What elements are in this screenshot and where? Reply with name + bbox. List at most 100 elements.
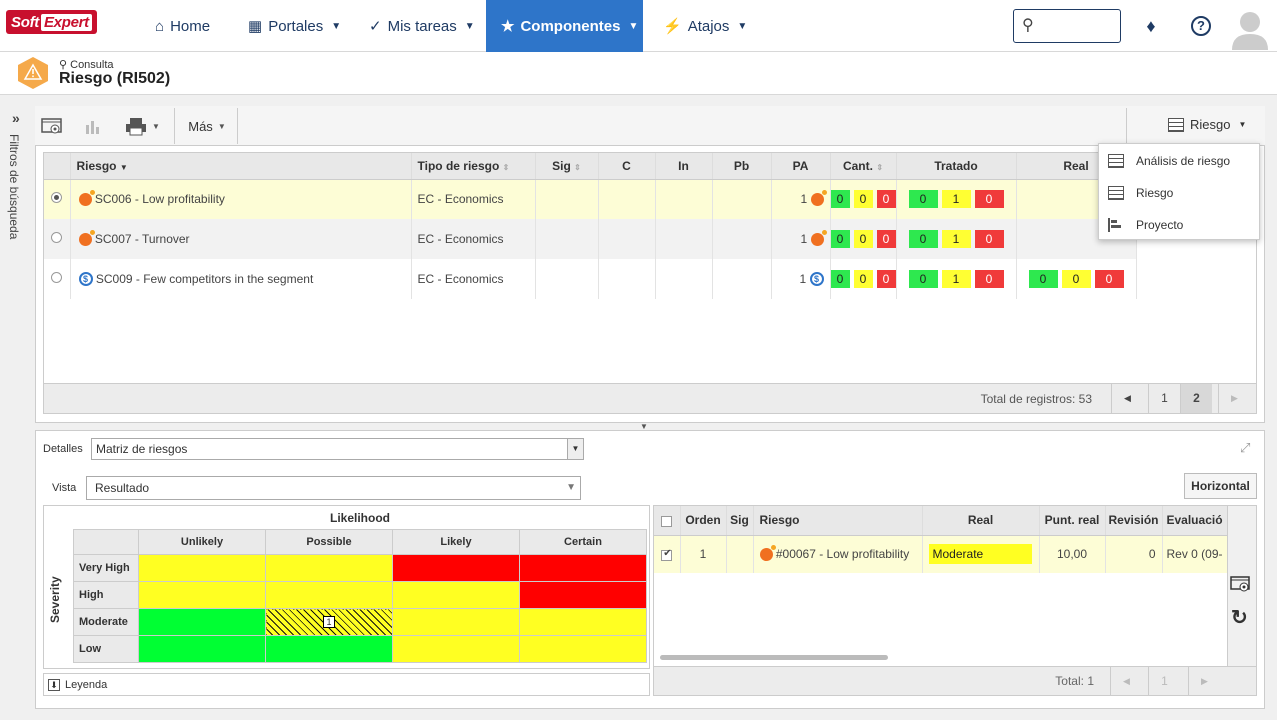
risk-type: EC - Economics xyxy=(411,219,536,259)
print-button[interactable]: ▼ xyxy=(122,108,162,144)
col-tratado[interactable]: Tratado xyxy=(896,153,1017,180)
col-pa[interactable]: PA xyxy=(771,153,831,180)
matrix-cell[interactable] xyxy=(392,581,520,609)
col-cant[interactable]: Cant. ⇕ xyxy=(830,153,897,180)
col-riesgo[interactable]: Riesgo xyxy=(753,506,923,536)
vista-select[interactable]: Resultado ▼ xyxy=(86,476,581,500)
real-high: 0 xyxy=(974,270,1004,288)
legend-bar[interactable]: ⬇ Leyenda xyxy=(43,673,650,696)
col-evaluacion[interactable]: Evaluació xyxy=(1162,506,1228,536)
bell-icon[interactable]: ♦ xyxy=(1146,16,1156,36)
matrix-cell[interactable] xyxy=(519,608,647,636)
col-punt-real[interactable]: Punt. real xyxy=(1039,506,1106,536)
row-checkbox[interactable]: ✔ xyxy=(661,548,673,561)
expand-filter-icon[interactable]: » xyxy=(12,110,20,126)
menu-item-analisis-riesgo[interactable]: Análisis de riesgo xyxy=(1108,149,1230,173)
extra-low: 0 xyxy=(1028,270,1058,288)
cant-value: 1 xyxy=(799,271,807,286)
real-mid: 1 xyxy=(941,190,971,209)
table-row[interactable]: SC006 - Low profitability EC - Economics… xyxy=(44,179,1256,219)
search-icon: ⚲ xyxy=(59,59,68,71)
matrix-cell[interactable] xyxy=(392,554,520,582)
nav-portales[interactable]: ▦ Portales ▼ xyxy=(233,0,356,52)
table-row[interactable]: $ SC009 - Few competitors in the segment… xyxy=(44,259,1256,299)
matrix-cell[interactable] xyxy=(138,581,266,609)
col-orden[interactable]: Orden xyxy=(680,506,727,536)
matrix-cell[interactable] xyxy=(138,635,266,663)
col-possible: Possible xyxy=(265,529,393,555)
help-icon[interactable]: ? xyxy=(1191,16,1211,36)
menu-item-proyecto[interactable]: Proyecto xyxy=(1108,213,1183,237)
row-radio[interactable] xyxy=(51,232,63,243)
page-2-button[interactable]: 2 xyxy=(1180,384,1212,413)
menu-item-riesgo[interactable]: Riesgo xyxy=(1108,181,1173,205)
nav-portales-label: Portales xyxy=(268,17,324,35)
nav-componentes-label: Componentes xyxy=(520,17,621,35)
view-selector-tab[interactable] xyxy=(1126,108,1260,144)
matrix-cell[interactable] xyxy=(392,608,520,636)
horizontal-scrollbar[interactable] xyxy=(660,655,888,660)
real-low: 0 xyxy=(908,270,938,288)
view-record-button[interactable] xyxy=(1230,575,1252,596)
matrix-cell[interactable] xyxy=(519,554,647,582)
row-radio[interactable] xyxy=(51,272,63,283)
col-in[interactable]: In xyxy=(655,153,713,180)
search-input[interactable]: ⚲ xyxy=(1013,9,1121,43)
matrix-cell[interactable] xyxy=(392,635,520,663)
nav-atajos[interactable]: ⚡ Atajos ▼ xyxy=(648,0,762,52)
extra-mid: 0 xyxy=(1061,270,1091,288)
table-row[interactable]: ✔ 1 #00067 - Low profitability Moderate … xyxy=(654,535,1228,573)
prev-page-button[interactable]: ◀ xyxy=(1110,667,1142,695)
mas-button[interactable]: Más ▼ xyxy=(182,108,232,144)
tratado-high: 0 xyxy=(876,230,896,248)
matrix-cell-selected[interactable]: 1 xyxy=(265,608,393,636)
page-1-button[interactable]: 1 xyxy=(1148,384,1180,413)
row-radio[interactable] xyxy=(51,192,63,204)
matrix-cell[interactable] xyxy=(519,635,647,663)
splitter-handle[interactable]: ▼ xyxy=(640,422,648,431)
col-c[interactable]: C xyxy=(598,153,656,180)
risk-name: SC007 - Turnover xyxy=(94,231,190,246)
details-select[interactable]: Matriz de riesgos ▼ xyxy=(91,438,584,460)
breadcrumb[interactable]: ⚲ Consulta xyxy=(59,58,114,71)
matrix-cell[interactable] xyxy=(519,581,647,609)
col-pb[interactable]: Pb xyxy=(712,153,772,180)
view-record-button[interactable] xyxy=(38,108,66,144)
matrix-cell[interactable] xyxy=(265,635,393,663)
caret-down-icon: ▼ xyxy=(331,20,342,32)
nav-home[interactable]: ⌂ Home xyxy=(140,0,225,52)
matrix-count: 1 xyxy=(323,616,335,628)
nav-mis-tareas[interactable]: ✓ Mis tareas ▼ xyxy=(354,0,490,52)
next-page-button[interactable]: ▶ xyxy=(1188,667,1220,695)
matrix-cell[interactable] xyxy=(138,554,266,582)
col-riesgo[interactable]: Riesgo ▼ xyxy=(70,153,412,180)
col-tipo-riesgo[interactable]: Tipo de riesgo ⇕ xyxy=(411,153,536,180)
table-icon xyxy=(1168,117,1184,132)
col-sig[interactable]: Sig ⇕ xyxy=(535,153,599,180)
prev-page-button[interactable]: ◀ xyxy=(1111,384,1143,413)
search-filters-toggle[interactable]: Filtros de búsqueda xyxy=(7,134,21,240)
matrix-cell[interactable] xyxy=(138,608,266,636)
col-sig[interactable]: Sig xyxy=(726,506,754,536)
user-avatar[interactable] xyxy=(1230,8,1270,50)
matrix-cell[interactable] xyxy=(265,554,393,582)
col-real[interactable]: Real xyxy=(922,506,1040,536)
expand-icon[interactable]: ⤢ xyxy=(1240,440,1251,455)
select-all-checkbox[interactable] xyxy=(661,515,673,527)
softexpert-logo[interactable]: Soft Expert xyxy=(6,10,97,34)
next-page-button[interactable]: ▶ xyxy=(1218,384,1250,413)
col-revision[interactable]: Revisión xyxy=(1105,506,1163,536)
header-checkbox[interactable] xyxy=(654,506,681,536)
matrix-cell[interactable] xyxy=(265,581,393,609)
nav-componentes[interactable]: ★ Componentes ▼ xyxy=(486,0,643,52)
refresh-icon[interactable]: ↻ xyxy=(1231,607,1248,629)
side-toolbar xyxy=(1227,506,1256,666)
caret-down-icon: ▼ xyxy=(464,20,475,32)
tratado-mid: 0 xyxy=(853,230,873,248)
risk-bomb-icon xyxy=(810,190,827,207)
chart-button[interactable] xyxy=(80,108,106,144)
horizontal-button[interactable]: Horizontal xyxy=(1184,473,1257,499)
view-selector-button[interactable]: Riesgo ▼ xyxy=(1168,117,1246,132)
dollar-icon: $ xyxy=(809,272,824,287)
